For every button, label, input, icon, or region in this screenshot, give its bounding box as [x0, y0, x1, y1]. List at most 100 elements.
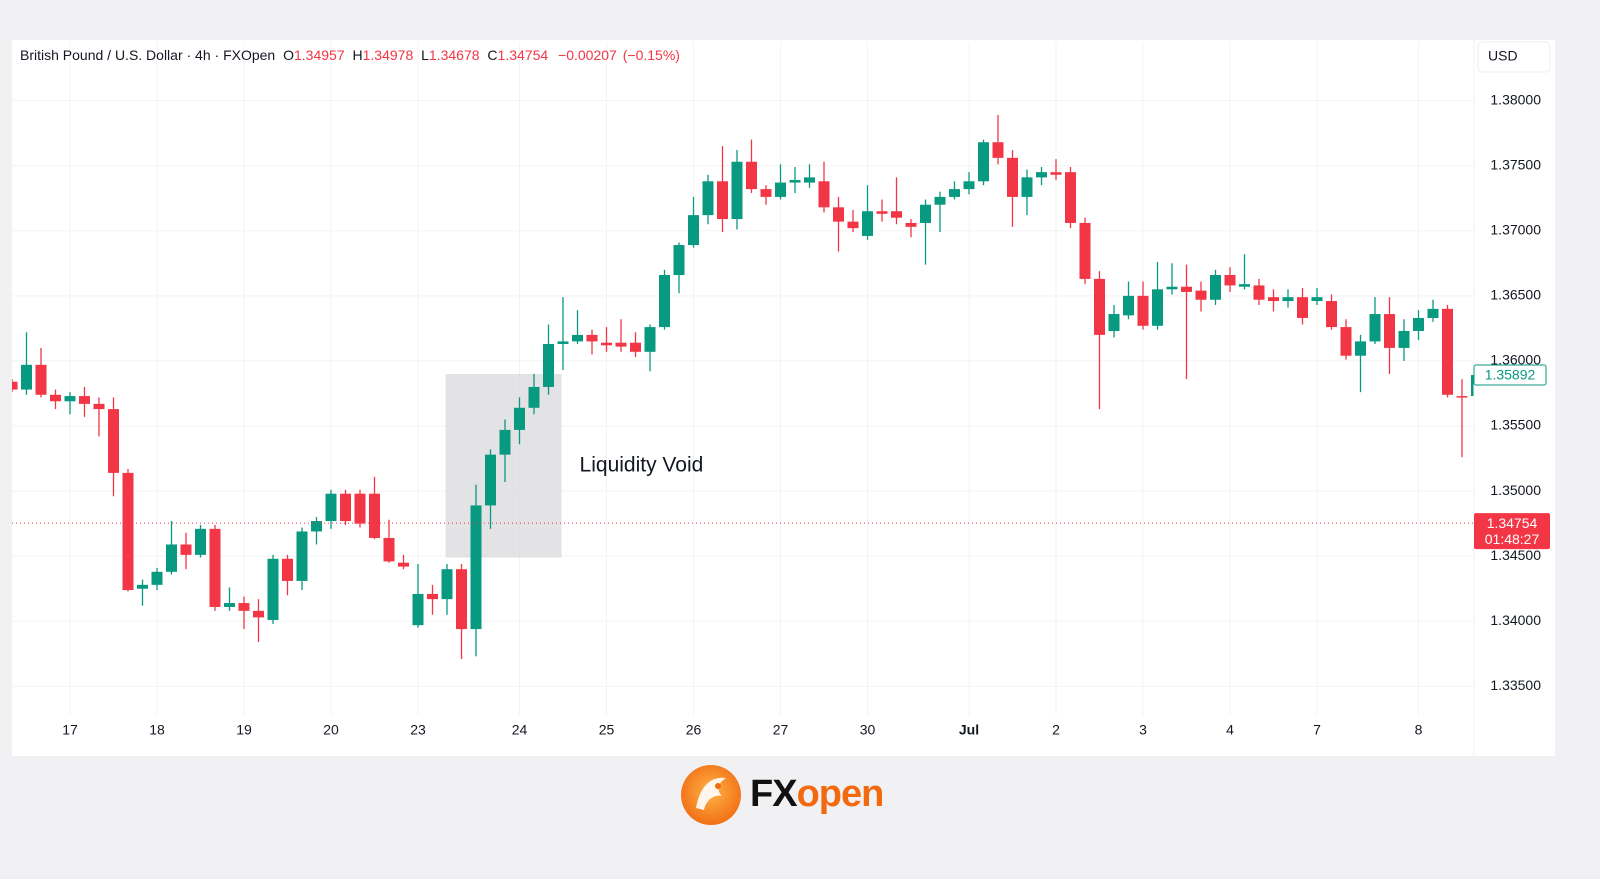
- candle-body: [35, 364, 47, 395]
- candle-body: [746, 161, 757, 190]
- current-price-box: [1473, 364, 1547, 386]
- low-label: L: [421, 47, 429, 63]
- candle-body: [1326, 301, 1337, 328]
- close-value: 1.34754: [498, 47, 549, 63]
- candle-body: [731, 161, 743, 220]
- candle-body: [1079, 222, 1091, 279]
- candle-body: [862, 211, 873, 236]
- low-value: 1.34678: [429, 47, 480, 63]
- high-value: 1.34978: [363, 47, 414, 63]
- candle-body: [586, 334, 598, 342]
- x-tick-label: 3: [1139, 722, 1147, 738]
- candle-body: [64, 396, 76, 402]
- candle-body: [1007, 157, 1018, 197]
- candle-body: [644, 327, 656, 352]
- candle-body: [209, 528, 221, 607]
- candle-body: [340, 493, 351, 522]
- candle-body: [1355, 341, 1366, 356]
- candle-body: [876, 211, 888, 214]
- candle-body: [543, 344, 554, 387]
- candle-body: [514, 407, 525, 430]
- y-tick-label: 1.36000: [1490, 352, 1541, 368]
- candle-body: [702, 181, 714, 216]
- candle-body: [267, 558, 279, 620]
- price-label: 1.34754: [1487, 515, 1538, 531]
- y-tick-label: 1.35000: [1490, 482, 1541, 498]
- candle-body: [804, 177, 815, 183]
- plot-area: [12, 114, 1474, 660]
- x-tick-label: 27: [773, 722, 789, 738]
- change-pct: (−0.15%): [623, 47, 680, 63]
- candle-body: [557, 341, 569, 345]
- x-tick-label: 17: [62, 722, 78, 738]
- x-tick-label: 20: [323, 722, 339, 738]
- y-tick-label: 1.35500: [1490, 417, 1541, 433]
- high-label: H: [353, 47, 363, 63]
- candle-body: [818, 181, 830, 208]
- candle-body: [79, 396, 90, 404]
- candle-body: [1297, 297, 1308, 318]
- candle-body: [12, 381, 18, 390]
- candle-body: [1036, 172, 1047, 178]
- candle-body: [847, 221, 859, 229]
- candle-body: [1050, 172, 1062, 175]
- candle-body: [1471, 374, 1474, 397]
- x-tick-label: 24: [512, 722, 528, 738]
- x-tick-label: 7: [1313, 722, 1321, 738]
- candle-body: [1384, 314, 1395, 348]
- x-tick-label: Jul: [959, 722, 979, 738]
- price-box: [1474, 513, 1550, 550]
- currency-box[interactable]: [1477, 41, 1551, 73]
- y-tick-label: 1.37500: [1490, 156, 1541, 172]
- x-tick-label: 26: [686, 722, 702, 738]
- y-tick-label: 1.38000: [1490, 91, 1541, 107]
- candle-body: [1224, 275, 1236, 286]
- candle-body: [760, 189, 772, 197]
- y-tick-label: 1.33500: [1490, 677, 1541, 693]
- candle-body: [934, 196, 946, 205]
- candle-body: [905, 222, 917, 227]
- y-tick-label: 1.34000: [1490, 612, 1541, 628]
- candle-body: [383, 537, 395, 562]
- candle-body: [108, 409, 119, 473]
- candle-body: [180, 544, 192, 555]
- brand-open: open: [797, 773, 884, 815]
- y-tick-label: 1.37000: [1490, 221, 1541, 237]
- candle-body: [1413, 317, 1424, 331]
- annotation: Liquidity Void: [580, 453, 704, 476]
- candle-body: [1094, 278, 1105, 335]
- candle-body: [572, 334, 583, 342]
- x-tick-label: 23: [410, 722, 426, 738]
- legend: British Pound / U.S. Dollar · 4h · FXOpe…: [20, 47, 680, 63]
- brand-fx-text: FX: [750, 773, 798, 815]
- candle-body: [151, 571, 163, 585]
- x-tick-label: 18: [149, 722, 165, 738]
- candle-body: [1427, 308, 1439, 318]
- candle-body: [1021, 177, 1033, 197]
- candle-body: [456, 569, 467, 630]
- x-tick-label: 19: [236, 722, 252, 738]
- candle-body: [1108, 314, 1120, 331]
- candle-body: [1166, 286, 1178, 290]
- candle-body: [311, 521, 322, 532]
- candle-body: [920, 204, 931, 223]
- x-tick-label: 8: [1415, 722, 1423, 738]
- candle-body: [253, 610, 264, 618]
- candle-body: [282, 558, 293, 581]
- candle-body: [717, 181, 728, 220]
- chart-card: [12, 40, 1555, 756]
- candle-body: [1181, 286, 1192, 292]
- candle-body: [659, 275, 670, 328]
- candle-body: [195, 528, 206, 555]
- candle-body: [688, 215, 699, 246]
- candle-body: [1442, 308, 1453, 395]
- currency[interactable]: USD: [1488, 48, 1518, 64]
- x-tick-label: 25: [599, 722, 615, 738]
- open-value: 1.34957: [294, 47, 345, 63]
- x-tick-label: 2: [1052, 722, 1060, 738]
- candle-body: [963, 181, 975, 190]
- candle-body: [441, 569, 453, 600]
- candle-body: [1369, 314, 1381, 342]
